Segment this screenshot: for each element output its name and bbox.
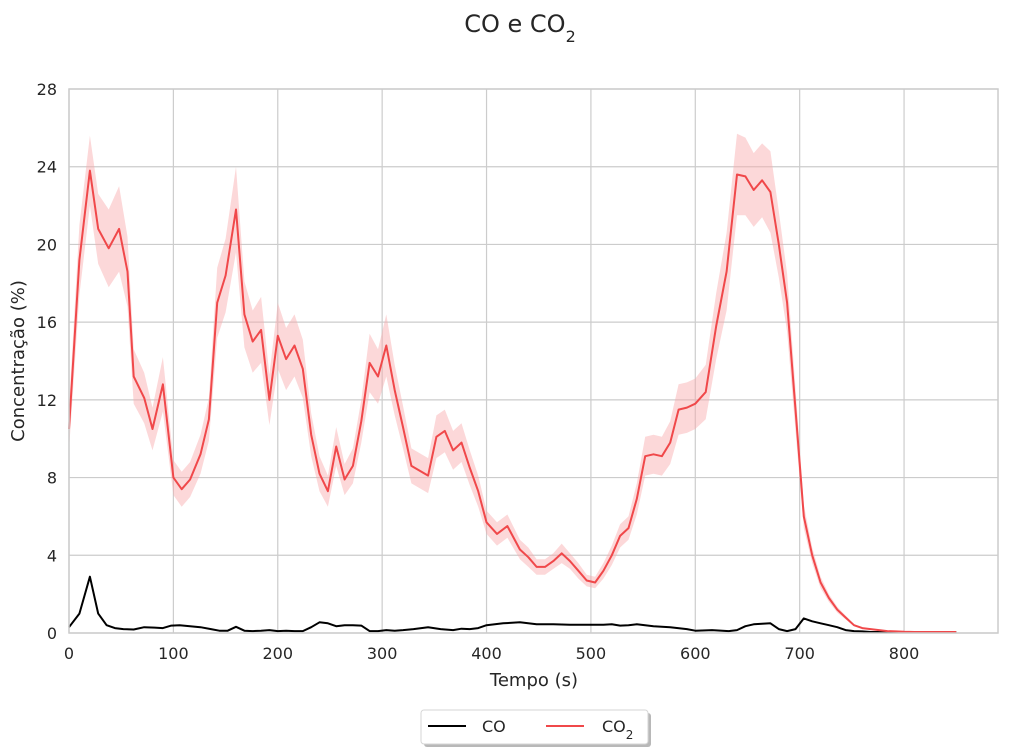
grid-layer bbox=[68, 88, 998, 634]
x-tick-label: 500 bbox=[576, 644, 607, 663]
y-tick-label: 0 bbox=[47, 624, 57, 643]
x-tick-label: 200 bbox=[262, 644, 293, 663]
series-co2-confidence-band bbox=[69, 133, 957, 633]
x-tick-label: 300 bbox=[367, 644, 398, 663]
legend-label-co2: CO2 bbox=[602, 717, 633, 742]
x-tick-label: 100 bbox=[158, 644, 189, 663]
series-co2-line bbox=[68, 169, 957, 633]
x-tick-label: 0 bbox=[64, 644, 74, 663]
series-co-line bbox=[68, 575, 957, 633]
legend-label-co: CO bbox=[482, 717, 506, 736]
plot-frame bbox=[68, 88, 999, 634]
x-tick-label: 600 bbox=[680, 644, 711, 663]
y-tick-label: 24 bbox=[37, 158, 57, 177]
line-layer bbox=[68, 169, 957, 633]
tick-layer: 0 100 200 300 400 500 600 700 800 0 4 8 12 16 20 24 28 bbox=[37, 80, 920, 663]
band-layer bbox=[69, 133, 957, 633]
legend-box bbox=[420, 709, 649, 745]
y-tick-label: 12 bbox=[37, 391, 57, 410]
y-axis-label: Concentração (%) bbox=[8, 280, 29, 442]
y-tick-label: 16 bbox=[37, 313, 57, 332]
chart-title: CO e CO2 bbox=[464, 10, 576, 46]
x-tick-label: 700 bbox=[784, 644, 815, 663]
x-axis-label: Tempo (s) bbox=[489, 670, 578, 691]
legend: CO CO2 bbox=[420, 709, 651, 747]
y-tick-label: 28 bbox=[37, 80, 57, 99]
y-tick-label: 4 bbox=[47, 546, 57, 565]
x-tick-label: 400 bbox=[471, 644, 502, 663]
x-tick-label: 800 bbox=[889, 644, 920, 663]
y-tick-label: 20 bbox=[37, 235, 57, 254]
y-tick-label: 8 bbox=[47, 469, 57, 488]
